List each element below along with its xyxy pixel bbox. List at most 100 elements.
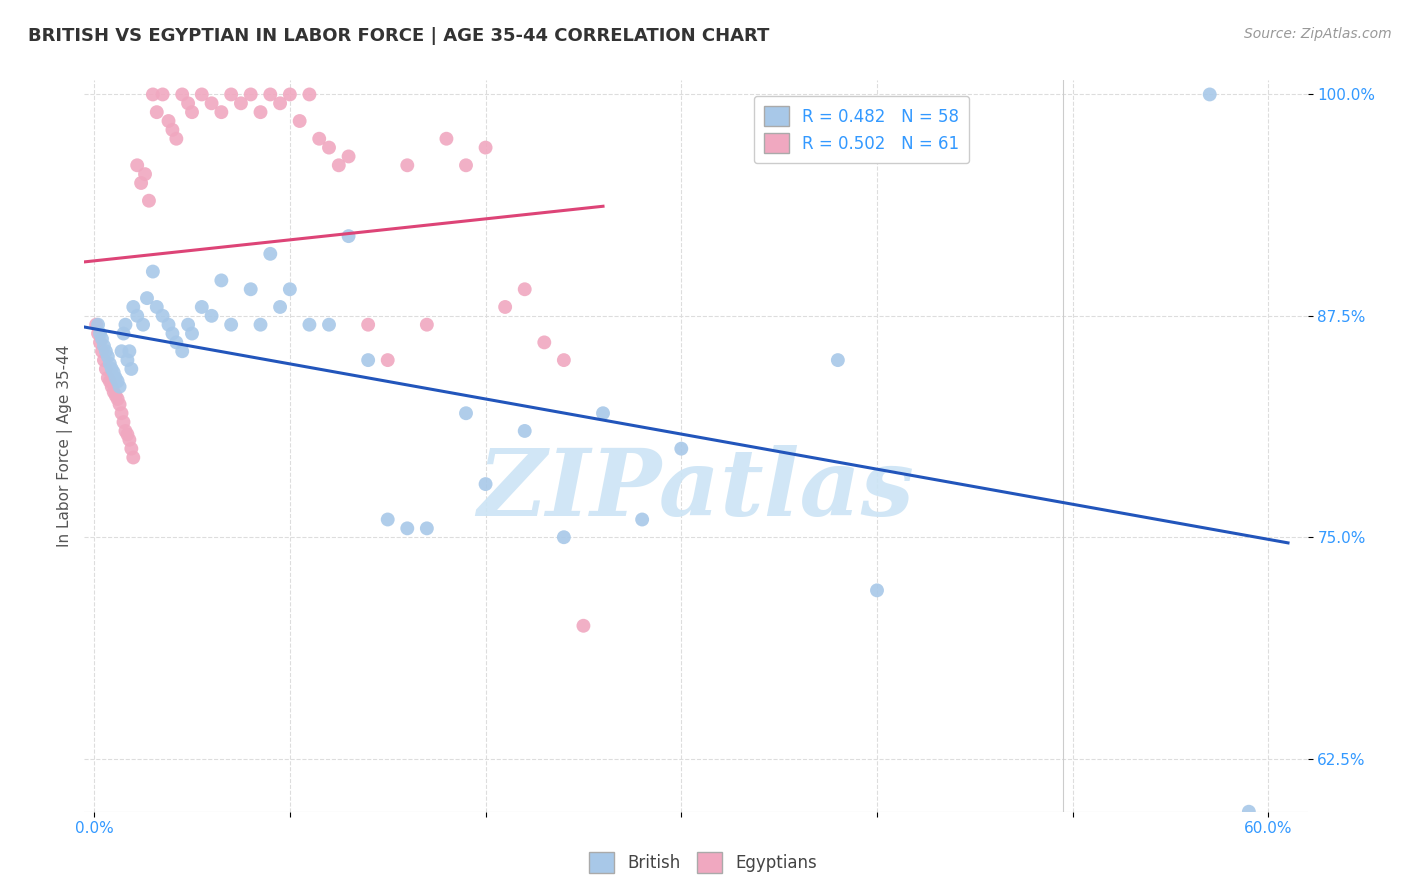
Point (249, 318, 271, 332)
Point (138, 194, 160, 208)
Point (120, 442, 142, 456)
Point (416, 318, 439, 332)
Point (357, 353, 380, 368)
Point (239, 282, 262, 296)
Point (157, 114, 180, 128)
Point (122, 450, 145, 465)
Point (114, 424, 136, 438)
Point (288, 114, 311, 128)
Point (1237, 805, 1260, 819)
Point (117, 353, 139, 368)
Point (200, 96, 222, 111)
Point (142, 87, 165, 102)
Point (162, 326, 184, 341)
Point (259, 247, 281, 261)
Point (89, 335, 111, 350)
Point (328, 158, 350, 172)
Point (129, 176, 152, 190)
Point (165, 132, 187, 146)
Point (269, 300, 291, 314)
Point (98, 375, 121, 389)
Point (146, 105, 169, 120)
Point (142, 264, 165, 278)
Point (165, 335, 187, 350)
Point (93, 339, 115, 353)
Point (104, 388, 127, 402)
Point (100, 379, 122, 393)
Text: Source: ZipAtlas.com: Source: ZipAtlas.com (1244, 27, 1392, 41)
Point (97, 350, 120, 364)
Point (533, 335, 555, 350)
Point (553, 530, 575, 544)
Point (127, 309, 149, 323)
Point (377, 353, 399, 368)
Point (474, 140, 496, 154)
Point (200, 309, 222, 323)
Point (104, 371, 127, 385)
Point (93, 353, 115, 368)
Point (152, 87, 174, 102)
Point (219, 87, 242, 102)
Point (513, 424, 536, 438)
Point (112, 326, 135, 341)
Point (278, 282, 301, 296)
Point (94, 362, 117, 376)
Point (162, 123, 184, 137)
Point (191, 300, 214, 314)
Point (118, 433, 141, 447)
Point (298, 318, 321, 332)
Point (191, 87, 214, 102)
Point (357, 318, 380, 332)
Point (103, 366, 125, 380)
Point (239, 87, 262, 102)
Point (108, 397, 131, 411)
Point (298, 87, 321, 102)
Point (132, 318, 155, 332)
Point (157, 318, 180, 332)
Y-axis label: In Labor Force | Age 35-44: In Labor Force | Age 35-44 (58, 345, 73, 547)
Point (827, 353, 849, 368)
Point (631, 512, 654, 526)
Point (337, 149, 360, 163)
Point (107, 392, 129, 406)
Legend: R = 0.482   N = 58, R = 0.502   N = 61: R = 0.482 N = 58, R = 0.502 N = 61 (754, 96, 969, 163)
Point (110, 406, 132, 420)
Point (377, 512, 399, 526)
Point (337, 229, 360, 244)
Point (671, 442, 693, 456)
Point (98, 357, 121, 371)
Point (114, 318, 136, 332)
Point (494, 300, 516, 314)
Point (454, 406, 477, 420)
Point (1198, 87, 1220, 102)
Legend: British, Egyptians: British, Egyptians (582, 846, 824, 880)
Point (181, 326, 204, 341)
Point (318, 140, 340, 154)
Point (259, 87, 281, 102)
Point (152, 309, 174, 323)
Point (229, 96, 252, 111)
Point (436, 132, 458, 146)
Point (84, 318, 107, 332)
Point (454, 158, 477, 172)
Point (553, 353, 575, 368)
Point (110, 344, 132, 359)
Point (87, 318, 110, 332)
Point (318, 318, 340, 332)
Point (474, 477, 496, 491)
Point (91, 332, 114, 346)
Point (177, 96, 200, 111)
Text: ZIPatlas: ZIPatlas (478, 445, 914, 535)
Point (513, 282, 536, 296)
Text: BRITISH VS EGYPTIAN IN LABOR FORCE | AGE 35-44 CORRELATION CHART: BRITISH VS EGYPTIAN IN LABOR FORCE | AGE… (28, 27, 769, 45)
Point (572, 619, 595, 633)
Point (416, 521, 439, 535)
Point (172, 87, 194, 102)
Point (177, 318, 200, 332)
Point (278, 87, 301, 102)
Point (89, 326, 111, 341)
Point (87, 326, 110, 341)
Point (249, 105, 271, 120)
Point (127, 158, 149, 172)
Point (112, 415, 135, 429)
